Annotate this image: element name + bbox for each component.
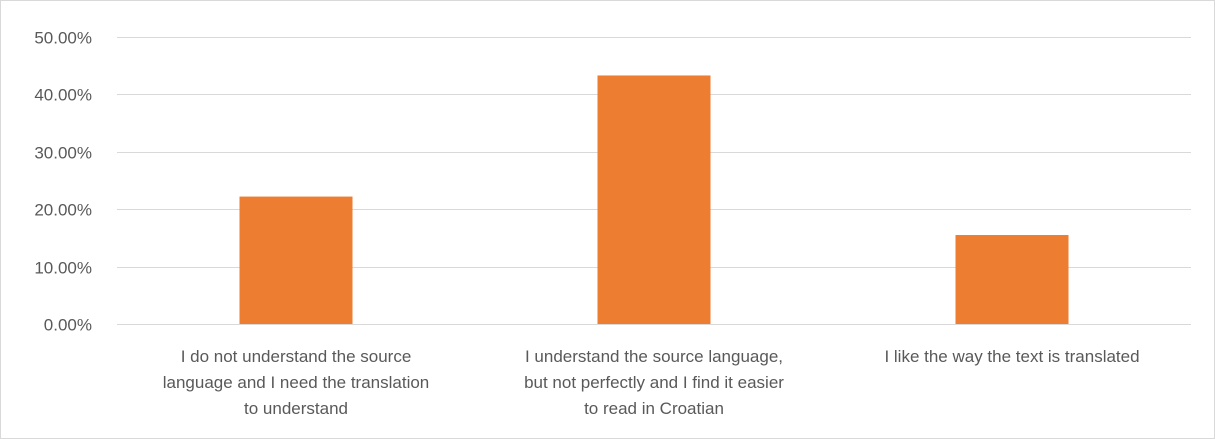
x-category-label-line: language and I need the translation <box>163 373 430 392</box>
y-tick-label: 10.00% <box>34 259 92 278</box>
x-category-label-line: to read in Croatian <box>584 399 724 418</box>
y-axis-tick-labels: 0.00% 10.00% 20.00% 30.00% 40.00% 50.00% <box>34 29 92 335</box>
x-category-label-line: I do not understand the source <box>181 347 412 366</box>
x-category-label: I do not understand the source language a… <box>163 347 430 418</box>
bar <box>239 196 353 324</box>
bar <box>955 235 1069 324</box>
y-tick-label: 40.00% <box>34 86 92 105</box>
x-category-label-line: but not perfectly and I find it easier <box>524 373 784 392</box>
x-category-label: I like the way the text is translated <box>884 347 1139 366</box>
y-tick-label: 30.00% <box>34 144 92 163</box>
y-tick-label: 20.00% <box>34 201 92 220</box>
y-tick-label: 50.00% <box>34 29 92 48</box>
x-axis-category-labels: I do not understand the source language a… <box>163 347 1140 418</box>
y-tick-label: 0.00% <box>44 316 92 335</box>
bar <box>597 75 711 324</box>
bars <box>239 75 1069 324</box>
x-category-label: I understand the source language, but not… <box>524 347 784 418</box>
x-category-label-line: I like the way the text is translated <box>884 347 1139 366</box>
x-category-label-line: to understand <box>244 399 348 418</box>
x-category-label-line: I understand the source language, <box>525 347 783 366</box>
